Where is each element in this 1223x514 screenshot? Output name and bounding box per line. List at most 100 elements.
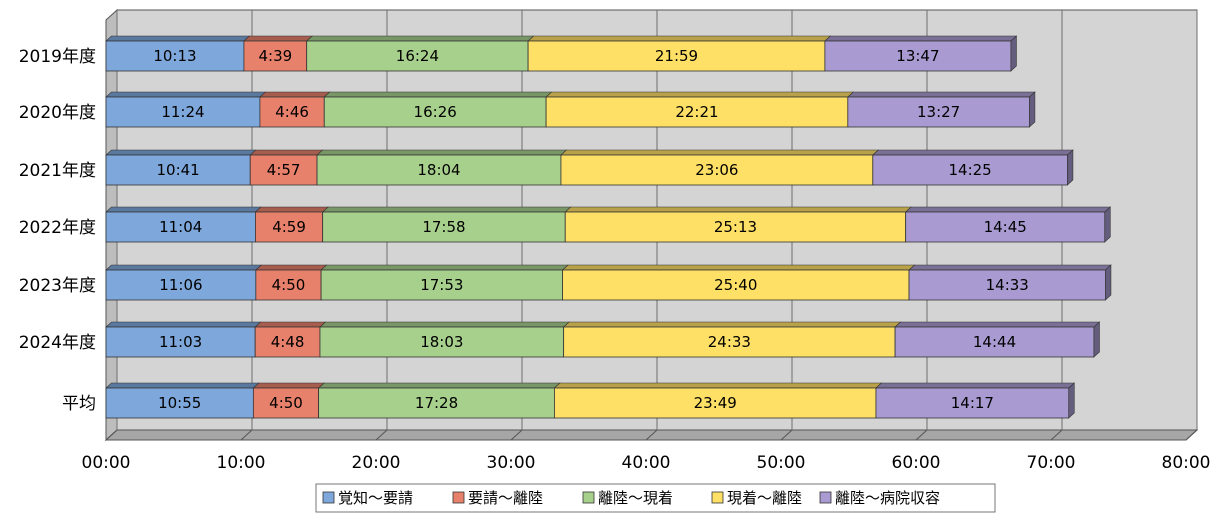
legend-box [315,483,996,513]
category-label: 2022年度 [19,218,96,238]
data-label: 24:33 [708,333,751,351]
legend[interactable]: 覚知～要請 要請～離陸 離陸～現着 現着～離陸 離陸～病院収容 [315,483,996,513]
bar-top-face [560,149,880,156]
legend-swatch [582,491,595,504]
legend-label: 離陸～現着 [598,489,673,507]
bar-segment [319,326,565,358]
bar-top-face [105,35,251,42]
tick-mark [375,429,388,441]
data-label: 11:06 [159,276,202,294]
bar-top-face [254,206,329,213]
bar-segment [254,326,321,358]
bar-top-face [562,321,902,328]
data-label: 22:21 [675,103,718,121]
data-label: 17:58 [422,218,465,236]
data-label: 21:59 [655,47,698,65]
data-label: 25:40 [714,276,757,294]
bar-top-face [316,149,568,156]
bar-top-face [553,382,883,389]
legend-label: 離陸～病院収容 [835,489,940,507]
bar-row: 11:03 4:48 18:03 24:33 14:44 [105,321,1101,358]
bar-top-face [904,206,1112,213]
bar-end-face [1029,91,1036,128]
data-label: 4:59 [272,218,306,236]
bar-top-face [105,91,267,98]
bar-segment [249,154,318,186]
bar-top-face [105,382,260,389]
bar-segment [894,326,1095,358]
bar-end-face [1104,206,1111,243]
bar-segment [545,96,849,128]
bar-row: 11:06 4:50 17:53 25:40 14:33 [105,264,1112,301]
bar-top-face [105,264,263,271]
data-label: 14:17 [951,394,994,412]
legend-item[interactable]: 覚知～要請 [322,489,413,507]
bar-top-face [908,264,1112,271]
legend-swatch [452,491,465,504]
legend-item[interactable]: 離陸～現着 [582,489,673,507]
data-label: 14:25 [948,161,991,179]
data-label: 4:50 [272,276,306,294]
data-label: 23:06 [695,161,738,179]
bar-top-face [320,264,569,271]
bar-segment [255,269,322,301]
category-label: 2024年度 [19,333,96,353]
x-tick-label: 40:00 [622,453,671,473]
bar-end-face [1010,35,1017,72]
legend-item[interactable]: 離陸～病院収容 [819,489,940,507]
bar-segment [259,96,325,128]
bar-top-face [317,382,561,389]
bar-top-face [105,321,262,328]
bar-row: 10:41 4:57 18:04 23:06 14:25 [105,149,1074,186]
bar-row: 11:04 4:59 17:58 25:13 14:45 [105,206,1112,243]
bar-segment [105,326,256,358]
bar-segment [872,154,1068,186]
bar-top-face [527,35,832,42]
data-label: 11:03 [159,333,202,351]
bar-top-face [319,321,570,328]
bar-top-face [249,149,324,156]
x-tick-label: 50:00 [757,453,806,473]
bar-end-face [1068,382,1075,419]
data-label: 23:49 [694,394,737,412]
bar-top-face [872,149,1074,156]
tick-mark [510,429,523,441]
data-label: 14:45 [984,218,1027,236]
bar-segment [105,96,261,128]
legend-item[interactable]: 現着～離陸 [711,489,802,507]
category-label: 平均 [62,394,96,414]
bar-segment [563,326,896,358]
bar-segment [320,269,563,301]
bar-top-face [564,206,912,213]
tick-mark [1185,429,1198,441]
tick-mark [645,429,658,441]
x-tick-label: 70:00 [1027,453,1076,473]
bar-top-face [305,35,535,42]
bar-top-face [545,91,855,98]
data-label: 14:44 [973,333,1016,351]
data-label: 4:46 [275,103,309,121]
legend-swatch [819,491,832,504]
data-label: 4:50 [269,394,303,412]
bar-row: 10:55 4:50 17:28 23:49 14:17 [105,382,1076,419]
data-label: 10:55 [158,394,201,412]
legend-swatch [711,491,724,504]
category-label: 2021年度 [19,161,96,181]
x-tick-label: 10:00 [217,453,266,473]
bar-top-face [259,91,331,98]
bar-segment [527,40,826,72]
bar-top-face [105,206,262,213]
data-label: 17:28 [415,394,458,412]
bar-series: 10:13 4:39 16:24 21:59 13:47 11:24 4:46 16:26 22… [105,35,1112,419]
data-label: 17:53 [420,276,463,294]
bar-segment [847,96,1030,128]
legend-item[interactable]: 要請～離陸 [452,489,543,507]
x-tick-label: 30:00 [487,453,536,473]
bar-row: 10:13 4:39 16:24 21:59 13:47 [105,35,1018,72]
data-label: 4:48 [271,333,305,351]
data-label: 16:26 [414,103,457,121]
bar-top-face [255,264,328,271]
legend-label: 覚知～要請 [338,489,413,507]
